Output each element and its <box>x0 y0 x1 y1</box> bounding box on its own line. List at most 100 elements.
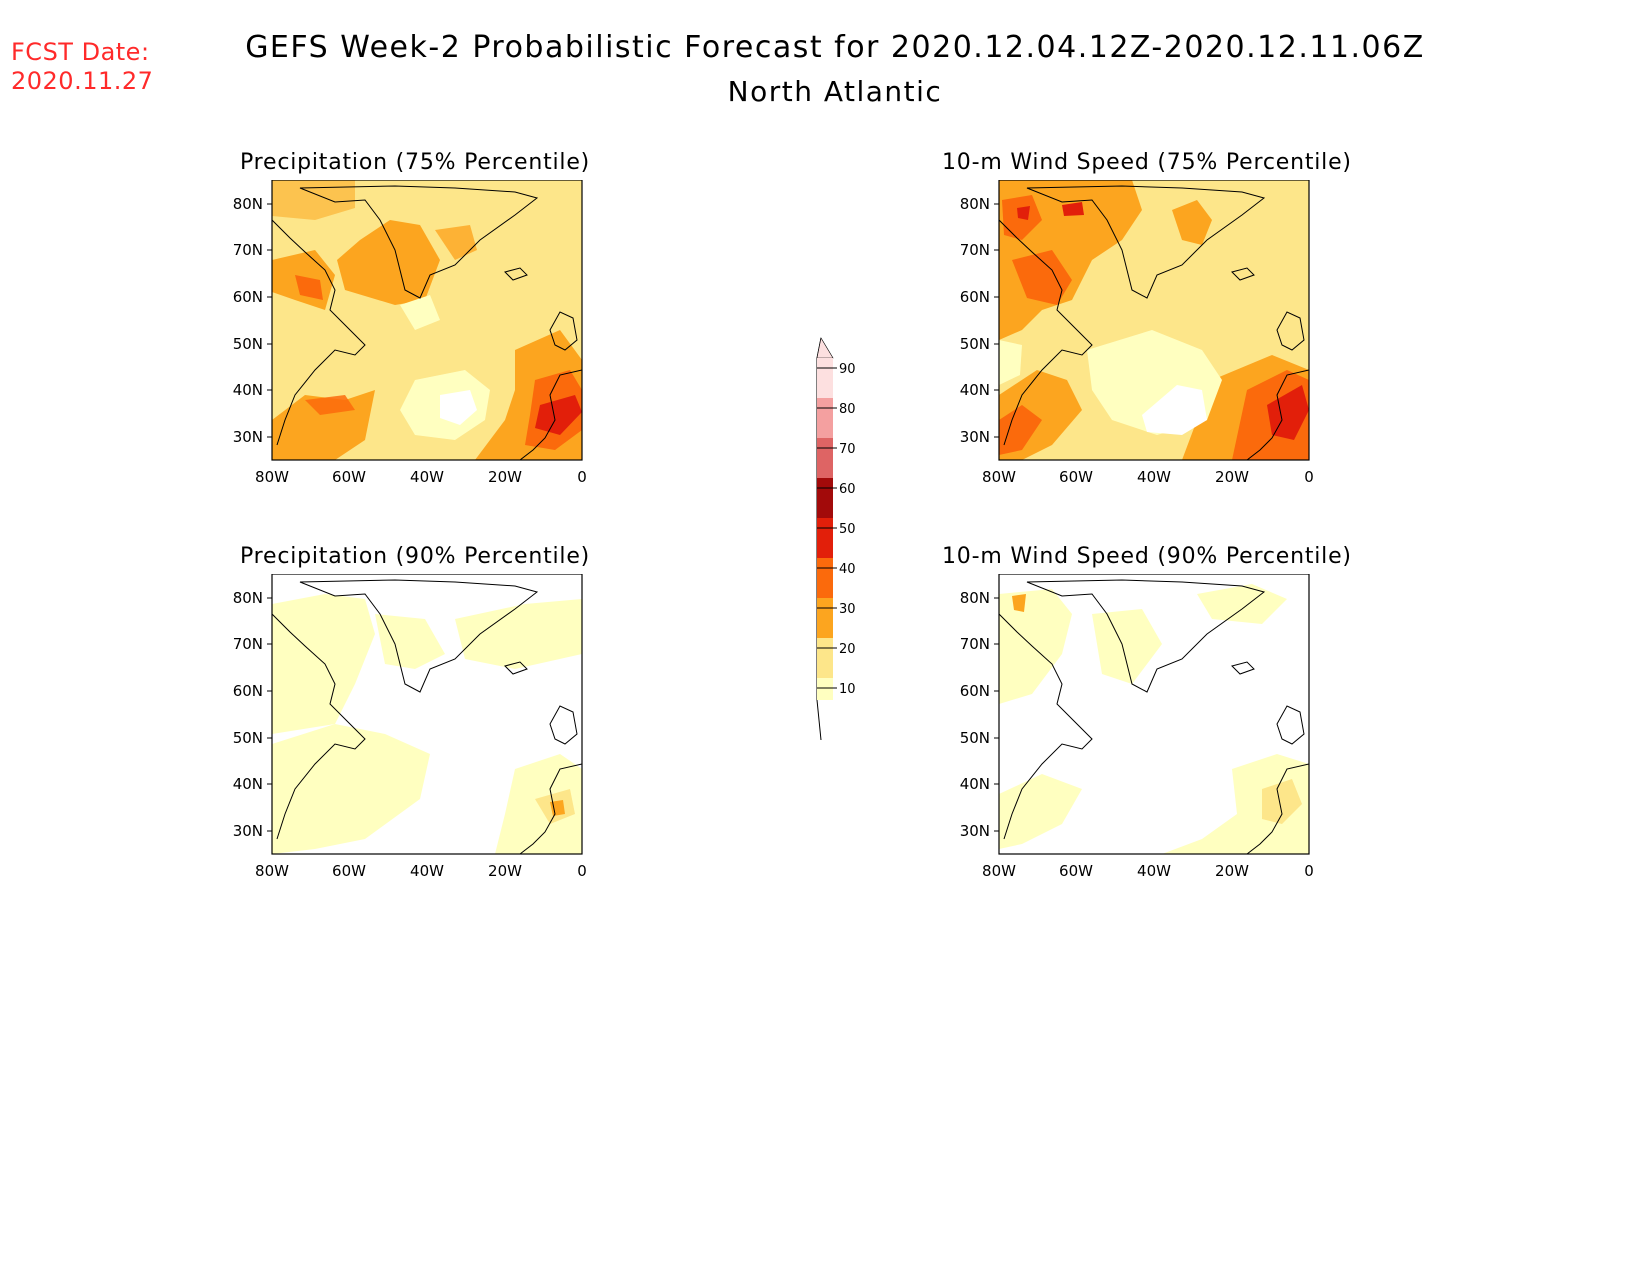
map-precip-90: 80N 70N 60N 50N 40N 30N 80W 60W 40W 20W … <box>233 574 587 880</box>
shade-30-40 <box>1012 594 1026 612</box>
shade-10-20 <box>375 614 445 669</box>
lat-label: 60N <box>960 288 990 306</box>
lon-label: 80W <box>982 468 1016 486</box>
colorbar-label: 70 <box>839 442 856 457</box>
map-frame <box>271 180 583 461</box>
lon-label: 0 <box>1304 468 1314 486</box>
lon-label: 40W <box>1137 468 1171 486</box>
shade-10-20 <box>1162 754 1309 854</box>
lat-label: 40N <box>960 381 990 399</box>
lat-label: 50N <box>233 729 263 747</box>
lat-axis: 80N 70N 60N 50N 40N 30N <box>233 195 272 446</box>
lon-label: 20W <box>488 468 522 486</box>
lon-label: 0 <box>1304 862 1314 880</box>
shade-below-10 <box>1142 385 1207 435</box>
lat-label: 30N <box>960 428 990 446</box>
shade-50-60 <box>1267 385 1309 440</box>
segment-80 <box>817 398 833 438</box>
lat-label: 70N <box>233 635 263 653</box>
panel-title: Precipitation (90% Percentile) <box>239 544 591 569</box>
shade-below-10 <box>440 390 477 425</box>
lat-label: 40N <box>960 775 990 793</box>
shade-20-30 <box>272 180 355 220</box>
panel-title: 10-m Wind Speed (75% Percentile) <box>942 150 1352 175</box>
map-wind-90: 80N 70N 60N 50N 40N 30N 80W 60W 40W 20W … <box>960 574 1314 880</box>
coastlines <box>272 185 582 460</box>
shade-40-50 <box>999 405 1042 455</box>
panel-title: 10-m Wind Speed (90% Percentile) <box>942 544 1352 569</box>
lon-label: 40W <box>410 468 444 486</box>
lon-label: 60W <box>332 862 366 880</box>
lat-axis: 80N 70N 60N 50N 40N 30N <box>233 589 272 840</box>
map-frame <box>998 574 1310 855</box>
lon-label: 80W <box>255 862 289 880</box>
segment-20 <box>817 638 833 678</box>
lat-label: 70N <box>960 241 990 259</box>
map-frame <box>998 180 1310 461</box>
page-title: GEFS Week-2 Probabilistic Forecast for 2… <box>245 30 1425 65</box>
panel-wind-90: 10-m Wind Speed (90% Percentile) 80N 70N… <box>942 544 1352 954</box>
lat-axis: 80N 70N 60N 50N 40N 30N <box>960 589 999 840</box>
map-wind-75: 80N 70N 60N 50N 40N 30N 80W 60W 40W 20W … <box>960 180 1314 486</box>
panel-wind-75: 10-m Wind Speed (75% Percentile) <box>942 150 1352 560</box>
shade-10-20 <box>999 774 1082 849</box>
lat-label: 60N <box>233 682 263 700</box>
lat-label: 80N <box>233 589 263 607</box>
segment-30 <box>817 598 833 638</box>
shade-10-20 <box>272 724 430 854</box>
shade-10-20 <box>1092 609 1162 684</box>
lat-label: 50N <box>233 335 263 353</box>
colorbar-label: 40 <box>839 562 856 577</box>
shade-10-20 <box>272 594 375 734</box>
shade-10-20 <box>999 340 1022 385</box>
shade-50-60 <box>1017 206 1030 220</box>
fcst-date-label: FCST Date: <box>11 38 150 66</box>
colorbar-arrow-top <box>816 337 834 359</box>
lat-label: 70N <box>960 635 990 653</box>
panel-precip-90: Precipitation (90% Percentile) 80N 70N 6… <box>215 544 615 954</box>
colorbar-label: 80 <box>839 402 856 417</box>
colorbar-label: 90 <box>839 362 856 377</box>
lat-label: 30N <box>960 822 990 840</box>
lon-label: 80W <box>255 468 289 486</box>
segment-40 <box>817 558 833 598</box>
shade-40-50 <box>295 275 323 300</box>
lon-axis: 80W 60W 40W 20W 0 <box>255 468 587 486</box>
lon-label: 40W <box>1137 862 1171 880</box>
lon-axis: 80W 60W 40W 20W 0 <box>982 468 1314 486</box>
lat-label: 80N <box>960 589 990 607</box>
shade-20-30 <box>1262 779 1302 824</box>
segment-10 <box>817 678 833 700</box>
shade-30-40 <box>1172 200 1212 245</box>
lat-label: 80N <box>233 195 263 213</box>
lat-label: 40N <box>233 775 263 793</box>
lat-label: 40N <box>233 381 263 399</box>
shade-40-50 <box>1012 250 1072 305</box>
lat-label: 50N <box>960 729 990 747</box>
lat-label: 60N <box>960 682 990 700</box>
lon-axis: 80W 60W 40W 20W 0 <box>255 862 587 880</box>
lon-label: 0 <box>577 862 587 880</box>
lon-axis: 80W 60W 40W 20W 0 <box>982 862 1314 880</box>
fcst-date-value: 2020.11.27 <box>11 67 154 95</box>
lat-label: 80N <box>960 195 990 213</box>
lat-axis: 80N 70N 60N 50N 40N 30N <box>960 195 999 446</box>
colorbar-label: 30 <box>839 602 856 617</box>
lat-label: 30N <box>233 822 263 840</box>
colorbar: 90 80 70 60 50 40 30 20 10 <box>816 337 856 741</box>
lon-label: 60W <box>332 468 366 486</box>
shade-30-40 <box>435 225 477 260</box>
coastlines <box>999 185 1309 460</box>
panel-title: Precipitation (75% Percentile) <box>239 150 591 175</box>
segment-90 <box>817 358 833 398</box>
shade-10-20 <box>455 599 582 669</box>
lon-label: 40W <box>410 862 444 880</box>
shade-50-60 <box>1062 202 1084 216</box>
segment-70 <box>817 438 833 478</box>
shade-50-60 <box>535 395 582 435</box>
lon-label: 20W <box>488 862 522 880</box>
colorbar-label: 20 <box>839 642 856 657</box>
lat-label: 30N <box>233 428 263 446</box>
panel-precip-75: Precipitation (75% Percentile) <box>215 150 615 560</box>
lon-label: 20W <box>1215 862 1249 880</box>
